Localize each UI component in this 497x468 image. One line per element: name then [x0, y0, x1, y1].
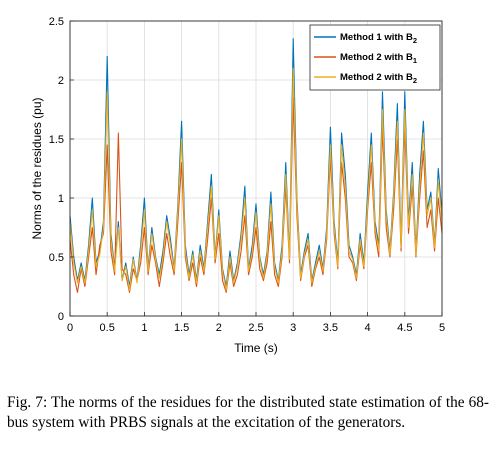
legend-label-text: Method 2 with B: [340, 72, 413, 83]
x-tick-label: 5: [439, 322, 445, 334]
y-tick-label: 0.5: [49, 252, 64, 264]
y-tick-label: 2.5: [49, 16, 64, 28]
legend-label-1: Method 1 with B2: [340, 32, 417, 45]
figure-caption: Fig. 7: The norms of the residues for th…: [7, 394, 489, 431]
legend-label-subscript: 2: [413, 36, 417, 45]
legend-label-subscript: 1: [413, 56, 417, 65]
series-line-3: [69, 67, 443, 291]
y-axis-label: Norms of the residues (pu): [30, 97, 44, 239]
ticks: 0 0.5 1 1.5 2 2.5 3 3.5 4 4.5 5 0 0.5 1 1.5 2 2.5: [49, 16, 445, 334]
x-tick-label: 3: [290, 322, 296, 334]
y-tick-label: 1: [58, 193, 64, 205]
series-layer: [69, 38, 443, 293]
x-tick-label: 2: [216, 322, 222, 334]
x-tick-label: 0.5: [100, 322, 115, 334]
x-tick-label: 3.5: [323, 322, 338, 334]
x-tick-label: 1.5: [174, 322, 189, 334]
x-tick-label: 4.5: [397, 322, 412, 334]
chart: 0 0.5 1 1.5 2 2.5 3 3.5 4 4.5 5 0 0.5 1 1.5 2 2.5 Time (…: [30, 16, 445, 355]
y-tick-label: 2: [58, 75, 64, 87]
x-tick-label: 2.5: [248, 322, 263, 334]
y-tick-label: 0: [58, 311, 64, 323]
x-axis-label: Time (s): [234, 341, 278, 355]
x-tick-label: 4: [365, 322, 371, 334]
legend-label-text: Method 2 with B: [340, 52, 413, 63]
figure: 0 0.5 1 1.5 2 2.5 3 3.5 4 4.5 5 0 0.5 1 1.5 2 2.5 Time (…: [30, 16, 445, 355]
legend-label-3: Method 2 with B2: [340, 72, 417, 85]
y-tick-label: 1.5: [49, 134, 64, 146]
legend-label-subscript: 2: [413, 76, 417, 85]
x-tick-label: 0: [67, 322, 73, 334]
legend-label-2: Method 2 with B1: [340, 52, 417, 65]
legend-label-text: Method 1 with B: [340, 32, 413, 43]
x-tick-label: 1: [141, 322, 147, 334]
